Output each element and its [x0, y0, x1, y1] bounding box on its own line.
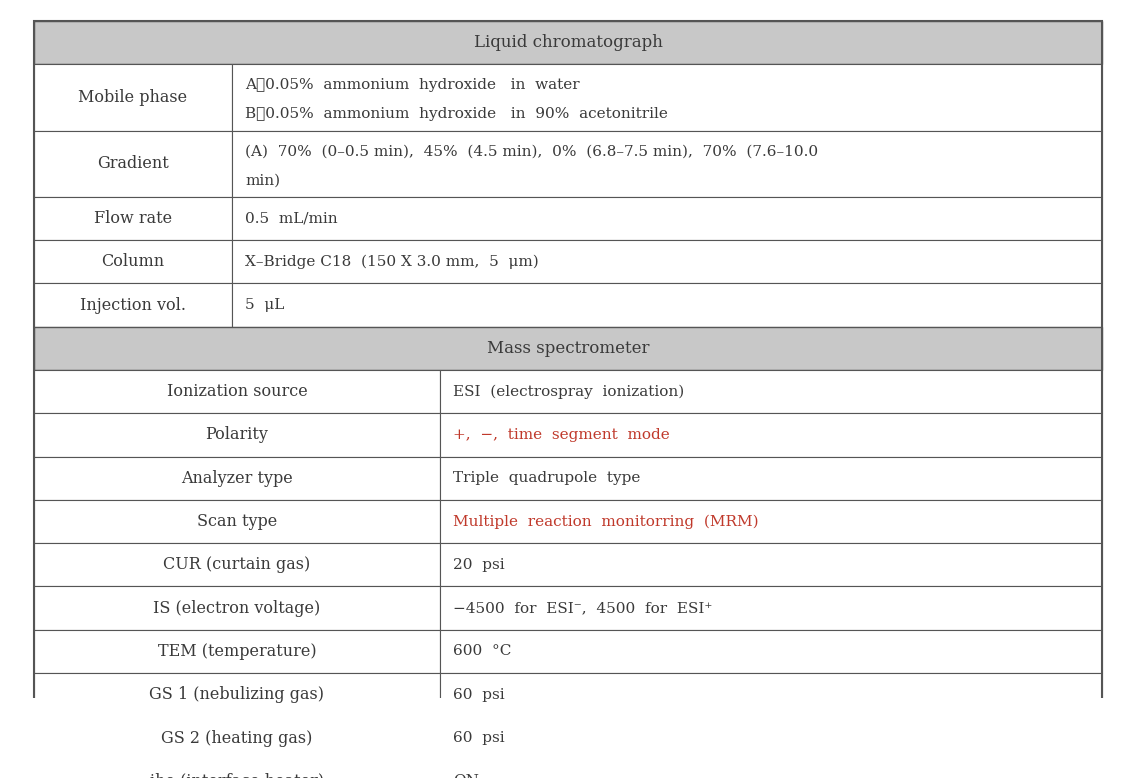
Text: Gradient: Gradient — [97, 156, 169, 172]
Text: ON: ON — [453, 774, 479, 778]
Text: Analyzer type: Analyzer type — [181, 470, 293, 487]
FancyBboxPatch shape — [440, 413, 1102, 457]
Text: 5  μL: 5 μL — [245, 298, 285, 312]
FancyBboxPatch shape — [440, 759, 1102, 778]
Text: Mobile phase: Mobile phase — [78, 89, 187, 106]
FancyBboxPatch shape — [440, 673, 1102, 717]
FancyBboxPatch shape — [440, 500, 1102, 543]
FancyBboxPatch shape — [232, 240, 1102, 283]
FancyBboxPatch shape — [440, 717, 1102, 759]
Text: +,  −,  time  segment  mode: +, −, time segment mode — [453, 428, 670, 442]
FancyBboxPatch shape — [232, 197, 1102, 240]
FancyBboxPatch shape — [34, 197, 232, 240]
FancyBboxPatch shape — [34, 500, 440, 543]
Text: 600  °C: 600 °C — [453, 644, 512, 658]
FancyBboxPatch shape — [440, 587, 1102, 629]
Text: (A)  70%  (0–0.5 min),  45%  (4.5 min),  0%  (6.8–7.5 min),  70%  (7.6–10.0: (A) 70% (0–0.5 min), 45% (4.5 min), 0% (… — [245, 145, 818, 159]
Text: X–Bridge C18  (150 X 3.0 mm,  5  μm): X–Bridge C18 (150 X 3.0 mm, 5 μm) — [245, 254, 538, 269]
FancyBboxPatch shape — [232, 65, 1102, 131]
Text: 60  psi: 60 psi — [453, 731, 506, 745]
Text: ihe (interface heater): ihe (interface heater) — [150, 773, 324, 778]
Text: GS 2 (heating gas): GS 2 (heating gas) — [161, 730, 312, 747]
Text: Flow rate: Flow rate — [94, 210, 172, 227]
FancyBboxPatch shape — [34, 21, 1102, 65]
FancyBboxPatch shape — [440, 629, 1102, 673]
Text: Ionization source: Ionization source — [167, 384, 308, 400]
Text: B：0.05%  ammonium  hydroxide   in  90%  acetonitrile: B：0.05% ammonium hydroxide in 90% aceton… — [245, 107, 668, 121]
Text: IS (electron voltage): IS (electron voltage) — [153, 600, 320, 617]
Text: Polarity: Polarity — [206, 426, 268, 443]
Text: Injection vol.: Injection vol. — [80, 296, 186, 314]
Text: Mass spectrometer: Mass spectrometer — [486, 340, 650, 357]
Text: GS 1 (nebulizing gas): GS 1 (nebulizing gas) — [150, 686, 325, 703]
Text: A：0.05%  ammonium  hydroxide   in  water: A：0.05% ammonium hydroxide in water — [245, 79, 579, 93]
FancyBboxPatch shape — [34, 370, 440, 413]
FancyBboxPatch shape — [34, 327, 1102, 370]
Text: Column: Column — [101, 254, 165, 270]
Text: 0.5  mL/min: 0.5 mL/min — [245, 212, 337, 226]
FancyBboxPatch shape — [232, 283, 1102, 327]
Text: Triple  quadrupole  type: Triple quadrupole type — [453, 471, 641, 485]
FancyBboxPatch shape — [440, 543, 1102, 587]
Text: CUR (curtain gas): CUR (curtain gas) — [164, 556, 310, 573]
FancyBboxPatch shape — [34, 673, 440, 717]
Text: Scan type: Scan type — [197, 513, 277, 530]
FancyBboxPatch shape — [34, 65, 232, 131]
FancyBboxPatch shape — [34, 629, 440, 673]
Text: 20  psi: 20 psi — [453, 558, 506, 572]
FancyBboxPatch shape — [34, 413, 440, 457]
FancyBboxPatch shape — [34, 283, 232, 327]
FancyBboxPatch shape — [34, 131, 232, 197]
FancyBboxPatch shape — [232, 131, 1102, 197]
Text: 60  psi: 60 psi — [453, 688, 506, 702]
Text: min): min) — [245, 173, 281, 187]
FancyBboxPatch shape — [34, 240, 232, 283]
FancyBboxPatch shape — [34, 759, 440, 778]
FancyBboxPatch shape — [34, 457, 440, 500]
FancyBboxPatch shape — [34, 543, 440, 587]
FancyBboxPatch shape — [440, 370, 1102, 413]
Text: Liquid chromatograph: Liquid chromatograph — [474, 34, 662, 51]
FancyBboxPatch shape — [34, 717, 440, 759]
Text: TEM (temperature): TEM (temperature) — [158, 643, 316, 660]
FancyBboxPatch shape — [440, 457, 1102, 500]
Text: ESI  (electrospray  ionization): ESI (electrospray ionization) — [453, 384, 685, 399]
FancyBboxPatch shape — [34, 587, 440, 629]
Text: Multiple  reaction  monitorring  (MRM): Multiple reaction monitorring (MRM) — [453, 514, 759, 529]
Text: −4500  for  ESI⁻,  4500  for  ESI⁺: −4500 for ESI⁻, 4500 for ESI⁺ — [453, 601, 713, 615]
